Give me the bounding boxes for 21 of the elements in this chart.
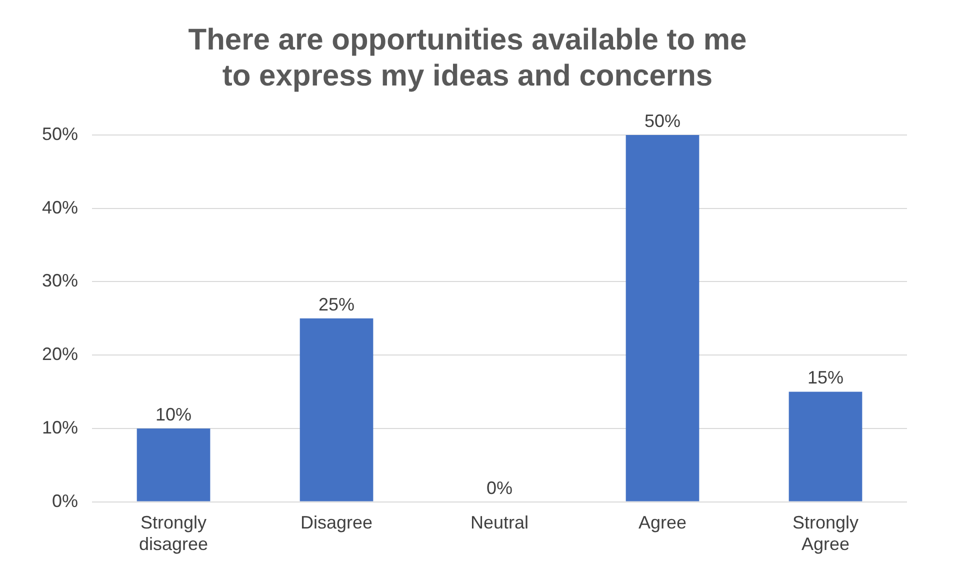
y-tick-label: 20% [42,344,78,364]
data-label: 0% [486,478,513,498]
data-label: 15% [807,368,844,388]
y-tick-label: 10% [42,417,78,438]
x-tick-label: Strongly Agree [792,512,859,554]
y-tick-label: 40% [42,197,78,218]
y-tick-label: 50% [42,124,78,144]
x-tick-label: Strongly disagree [139,512,208,554]
chart-title: There are opportunities available to me to express my ideas and concerns [188,23,747,92]
y-tick-label: 30% [42,270,78,291]
data-label: 10% [156,404,192,424]
data-label: 25% [318,294,355,314]
x-tick-label: Agree [638,512,687,533]
bar [626,135,700,502]
x-tick-label: Neutral [470,512,529,533]
x-tick-label: Disagree [300,512,373,533]
bar [136,428,210,502]
y-tick-label: 0% [52,490,78,511]
data-label: 50% [644,110,681,131]
bar [300,318,374,502]
bar [788,392,862,502]
